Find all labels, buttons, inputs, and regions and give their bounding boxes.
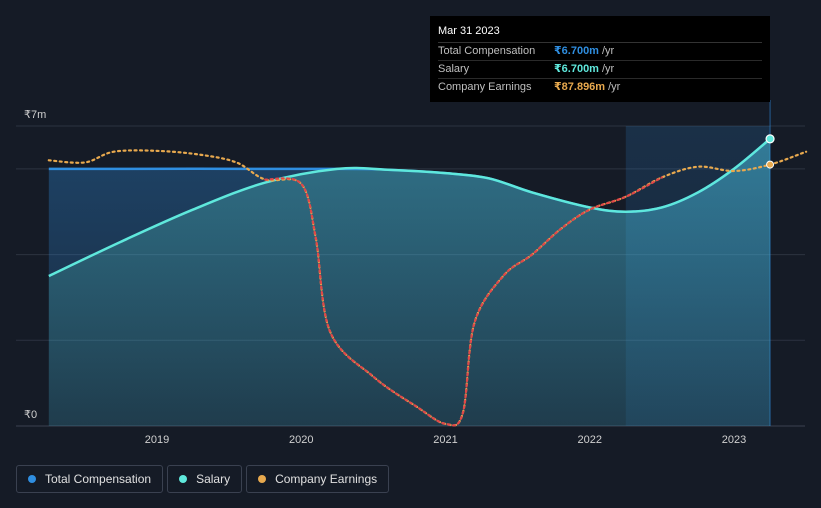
tooltip-value: ₹6.700m xyxy=(554,63,599,75)
tooltip-date: Mar 31 2023 xyxy=(438,24,762,43)
y-axis-label-bottom: ₹0 xyxy=(24,409,37,421)
x-tick-label: 2021 xyxy=(433,434,457,446)
tooltip-unit: /yr xyxy=(608,81,621,93)
x-tick-label: 2019 xyxy=(145,434,169,446)
tooltip-row-salary: Salary ₹6.700m /yr xyxy=(438,61,762,79)
tooltip-unit: /yr xyxy=(601,63,615,75)
x-tick-label: 2022 xyxy=(578,434,602,446)
tooltip-label: Company Earnings xyxy=(438,81,532,93)
tooltip-label: Salary xyxy=(438,63,470,75)
salary-marker xyxy=(765,134,775,144)
earnings-marker xyxy=(766,160,775,169)
tooltip-value: ₹6.700m xyxy=(554,45,599,57)
legend-dot-icon xyxy=(258,475,267,483)
company-earnings-dip-line xyxy=(264,176,663,427)
chart-legend: Total Compensation Salary Company Earnin… xyxy=(16,465,390,493)
tooltip-unit: /yr xyxy=(601,45,615,57)
legend-label: Company Earnings xyxy=(275,472,378,486)
tooltip: Mar 31 2023 Total Compensation ₹6.700m /… xyxy=(430,16,770,102)
x-tick-label: 2020 xyxy=(289,434,313,446)
x-tick-label: 2023 xyxy=(722,434,746,446)
legend-item-total-compensation[interactable]: Total Compensation xyxy=(16,465,164,493)
legend-item-company-earnings[interactable]: Company Earnings xyxy=(246,465,390,493)
tooltip-label: Total Compensation xyxy=(438,45,536,57)
legend-item-salary[interactable]: Salary xyxy=(167,465,243,493)
legend-label: Salary xyxy=(196,472,231,486)
legend-dot-icon xyxy=(28,475,36,483)
tooltip-row-company-earnings: Company Earnings ₹87.896m /yr xyxy=(438,79,762,96)
tooltip-value: ₹87.896m xyxy=(554,81,606,93)
y-axis-label-top: ₹7m xyxy=(24,109,46,121)
legend-dot-icon xyxy=(179,475,188,483)
tooltip-row-total-compensation: Total Compensation ₹6.700m /yr xyxy=(438,43,762,61)
salary-line xyxy=(48,137,771,278)
legend-label: Total Compensation xyxy=(45,472,152,486)
